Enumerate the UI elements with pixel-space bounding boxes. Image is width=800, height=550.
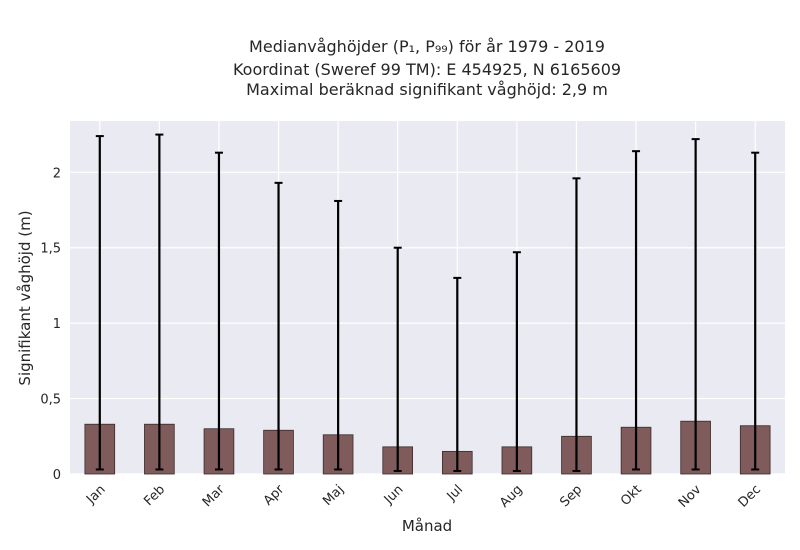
error-bar-jan xyxy=(95,135,104,471)
x-tick-label-okt: Okt xyxy=(618,482,645,509)
x-axis-label: Månad xyxy=(402,517,452,535)
y-tick-label-1: 0,5 xyxy=(40,393,61,408)
chart-title-line-2: Koordinat (Sweref 99 TM): E 454925, N 61… xyxy=(233,60,621,79)
error-bar-dec xyxy=(751,151,760,471)
chart-title-line-1: Medianvåghöjder (P₁, P₉₉) för år 1979 - … xyxy=(249,37,605,56)
error-bar-maj xyxy=(334,199,343,471)
x-axis-ticks: Jan Feb Mar Apr Maj Jun Jul Aug Sep Okt Nov Dec xyxy=(83,482,764,511)
x-tick-label-aug: Aug xyxy=(497,482,526,511)
x-tick-label-nov: Nov xyxy=(676,482,705,511)
x-tick-label-mar: Mar xyxy=(200,482,228,510)
chart-title-line-3: Maximal beräknad signifikant våghöjd: 2,… xyxy=(246,80,608,99)
plot-area xyxy=(70,121,785,474)
error-bar-aug xyxy=(512,251,521,472)
error-bar-sep xyxy=(572,177,581,472)
error-bar-jun xyxy=(393,246,402,472)
y-tick-label-0: 0 xyxy=(53,468,61,483)
y-tick-label-3: 1,5 xyxy=(40,242,61,257)
x-tick-label-jul: Jul xyxy=(444,482,466,504)
y-tick-label-2: 1 xyxy=(53,317,61,332)
x-tick-label-apr: Apr xyxy=(261,482,288,509)
error-bar-apr xyxy=(274,181,283,471)
y-tick-label-4: 2 xyxy=(53,166,61,181)
error-bar-jul xyxy=(453,276,462,472)
error-bar-okt xyxy=(632,150,641,471)
error-bars xyxy=(95,133,760,472)
y-axis-label: Signifikant våghöjd (m) xyxy=(16,210,34,385)
x-tick-label-jan: Jan xyxy=(83,482,108,507)
x-tick-label-maj: Maj xyxy=(320,482,347,509)
x-tick-label-jun: Jun xyxy=(381,482,407,508)
error-bar-mar xyxy=(214,151,223,471)
x-tick-label-feb: Feb xyxy=(141,482,168,509)
x-tick-label-dec: Dec xyxy=(736,482,764,510)
error-bar-feb xyxy=(155,133,164,471)
x-tick-label-sep: Sep xyxy=(557,482,585,510)
y-axis-ticks: 0 0,5 1 1,5 2 xyxy=(40,166,61,483)
chart-title: Medianvåghöjder (P₁, P₉₉) för år 1979 - … xyxy=(233,37,621,99)
error-bar-nov xyxy=(691,138,700,471)
